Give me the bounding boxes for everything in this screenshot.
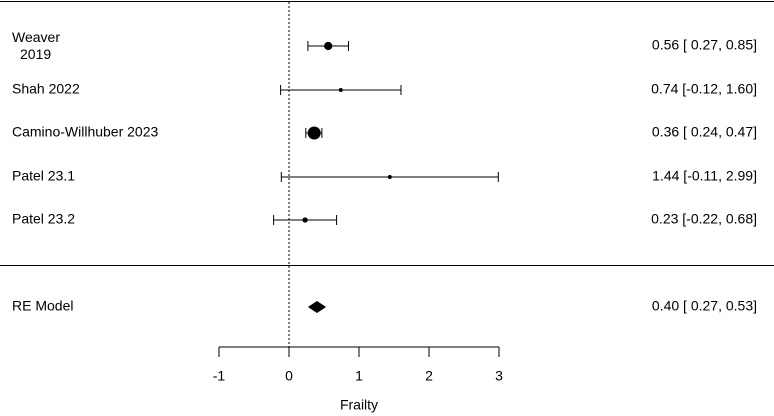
point-estimate — [324, 41, 333, 51]
value-label: 0.36 [ 0.24, 0.47] — [652, 124, 757, 140]
study-label: Weaver 2019 — [12, 29, 60, 62]
value-label: 0.56 [ 0.27, 0.85] — [652, 37, 757, 53]
x-tick-label: 3 — [495, 368, 503, 384]
study-label: Patel 23.1 — [12, 168, 75, 184]
summary-label: RE Model — [12, 298, 73, 314]
point-estimate — [387, 175, 392, 179]
x-tick-label: 1 — [355, 368, 363, 384]
summary-diamond — [307, 301, 327, 313]
study-label: Patel 23.2 — [12, 211, 75, 227]
x-tick-label: 2 — [425, 368, 433, 384]
point-estimate — [302, 217, 308, 223]
value-label: 0.40 [ 0.27, 0.53] — [652, 298, 757, 314]
value-label: 0.23 [-0.22, 0.68] — [651, 211, 757, 227]
study-label: Shah 2022 — [12, 81, 80, 97]
value-label: 1.44 [-0.11, 2.99] — [652, 168, 757, 184]
x-tick-label: 0 — [285, 368, 293, 384]
point-estimate — [338, 88, 343, 92]
point-estimate — [307, 126, 321, 140]
x-axis-label: Frailty — [340, 397, 378, 413]
x-tick-label: -1 — [213, 368, 226, 384]
value-label: 0.74 [-0.12, 1.60] — [651, 81, 757, 97]
study-label: Camino-Willhuber 2023 — [12, 124, 159, 140]
